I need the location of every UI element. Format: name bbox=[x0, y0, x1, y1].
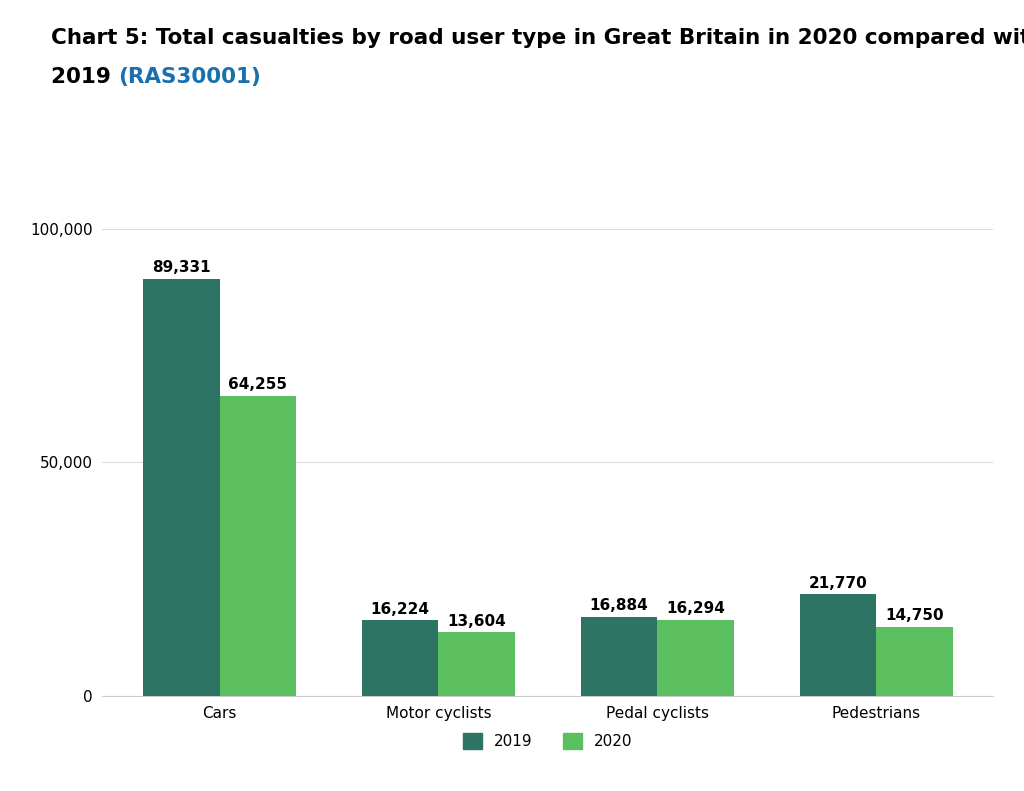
Text: 16,294: 16,294 bbox=[667, 601, 725, 616]
Text: (RAS30001): (RAS30001) bbox=[119, 67, 261, 87]
Text: 21,770: 21,770 bbox=[809, 576, 867, 591]
Bar bbox=[143, 278, 219, 696]
Text: 16,884: 16,884 bbox=[590, 599, 648, 614]
Text: 16,224: 16,224 bbox=[371, 601, 430, 616]
Bar bbox=[877, 627, 952, 696]
Text: 13,604: 13,604 bbox=[447, 614, 506, 629]
Text: 2019: 2019 bbox=[51, 67, 119, 87]
Text: 64,255: 64,255 bbox=[228, 377, 288, 392]
Bar bbox=[219, 396, 296, 696]
Text: Chart 5: Total casualties by road user type in Great Britain in 2020 compared wi: Chart 5: Total casualties by road user t… bbox=[51, 28, 1024, 47]
Bar bbox=[657, 620, 734, 696]
Text: 14,750: 14,750 bbox=[885, 608, 944, 623]
Bar bbox=[800, 594, 877, 696]
Bar bbox=[361, 620, 438, 696]
Bar bbox=[438, 633, 515, 696]
Bar bbox=[581, 617, 657, 696]
Text: 89,331: 89,331 bbox=[152, 259, 211, 274]
Legend: 2019, 2020: 2019, 2020 bbox=[458, 727, 638, 755]
